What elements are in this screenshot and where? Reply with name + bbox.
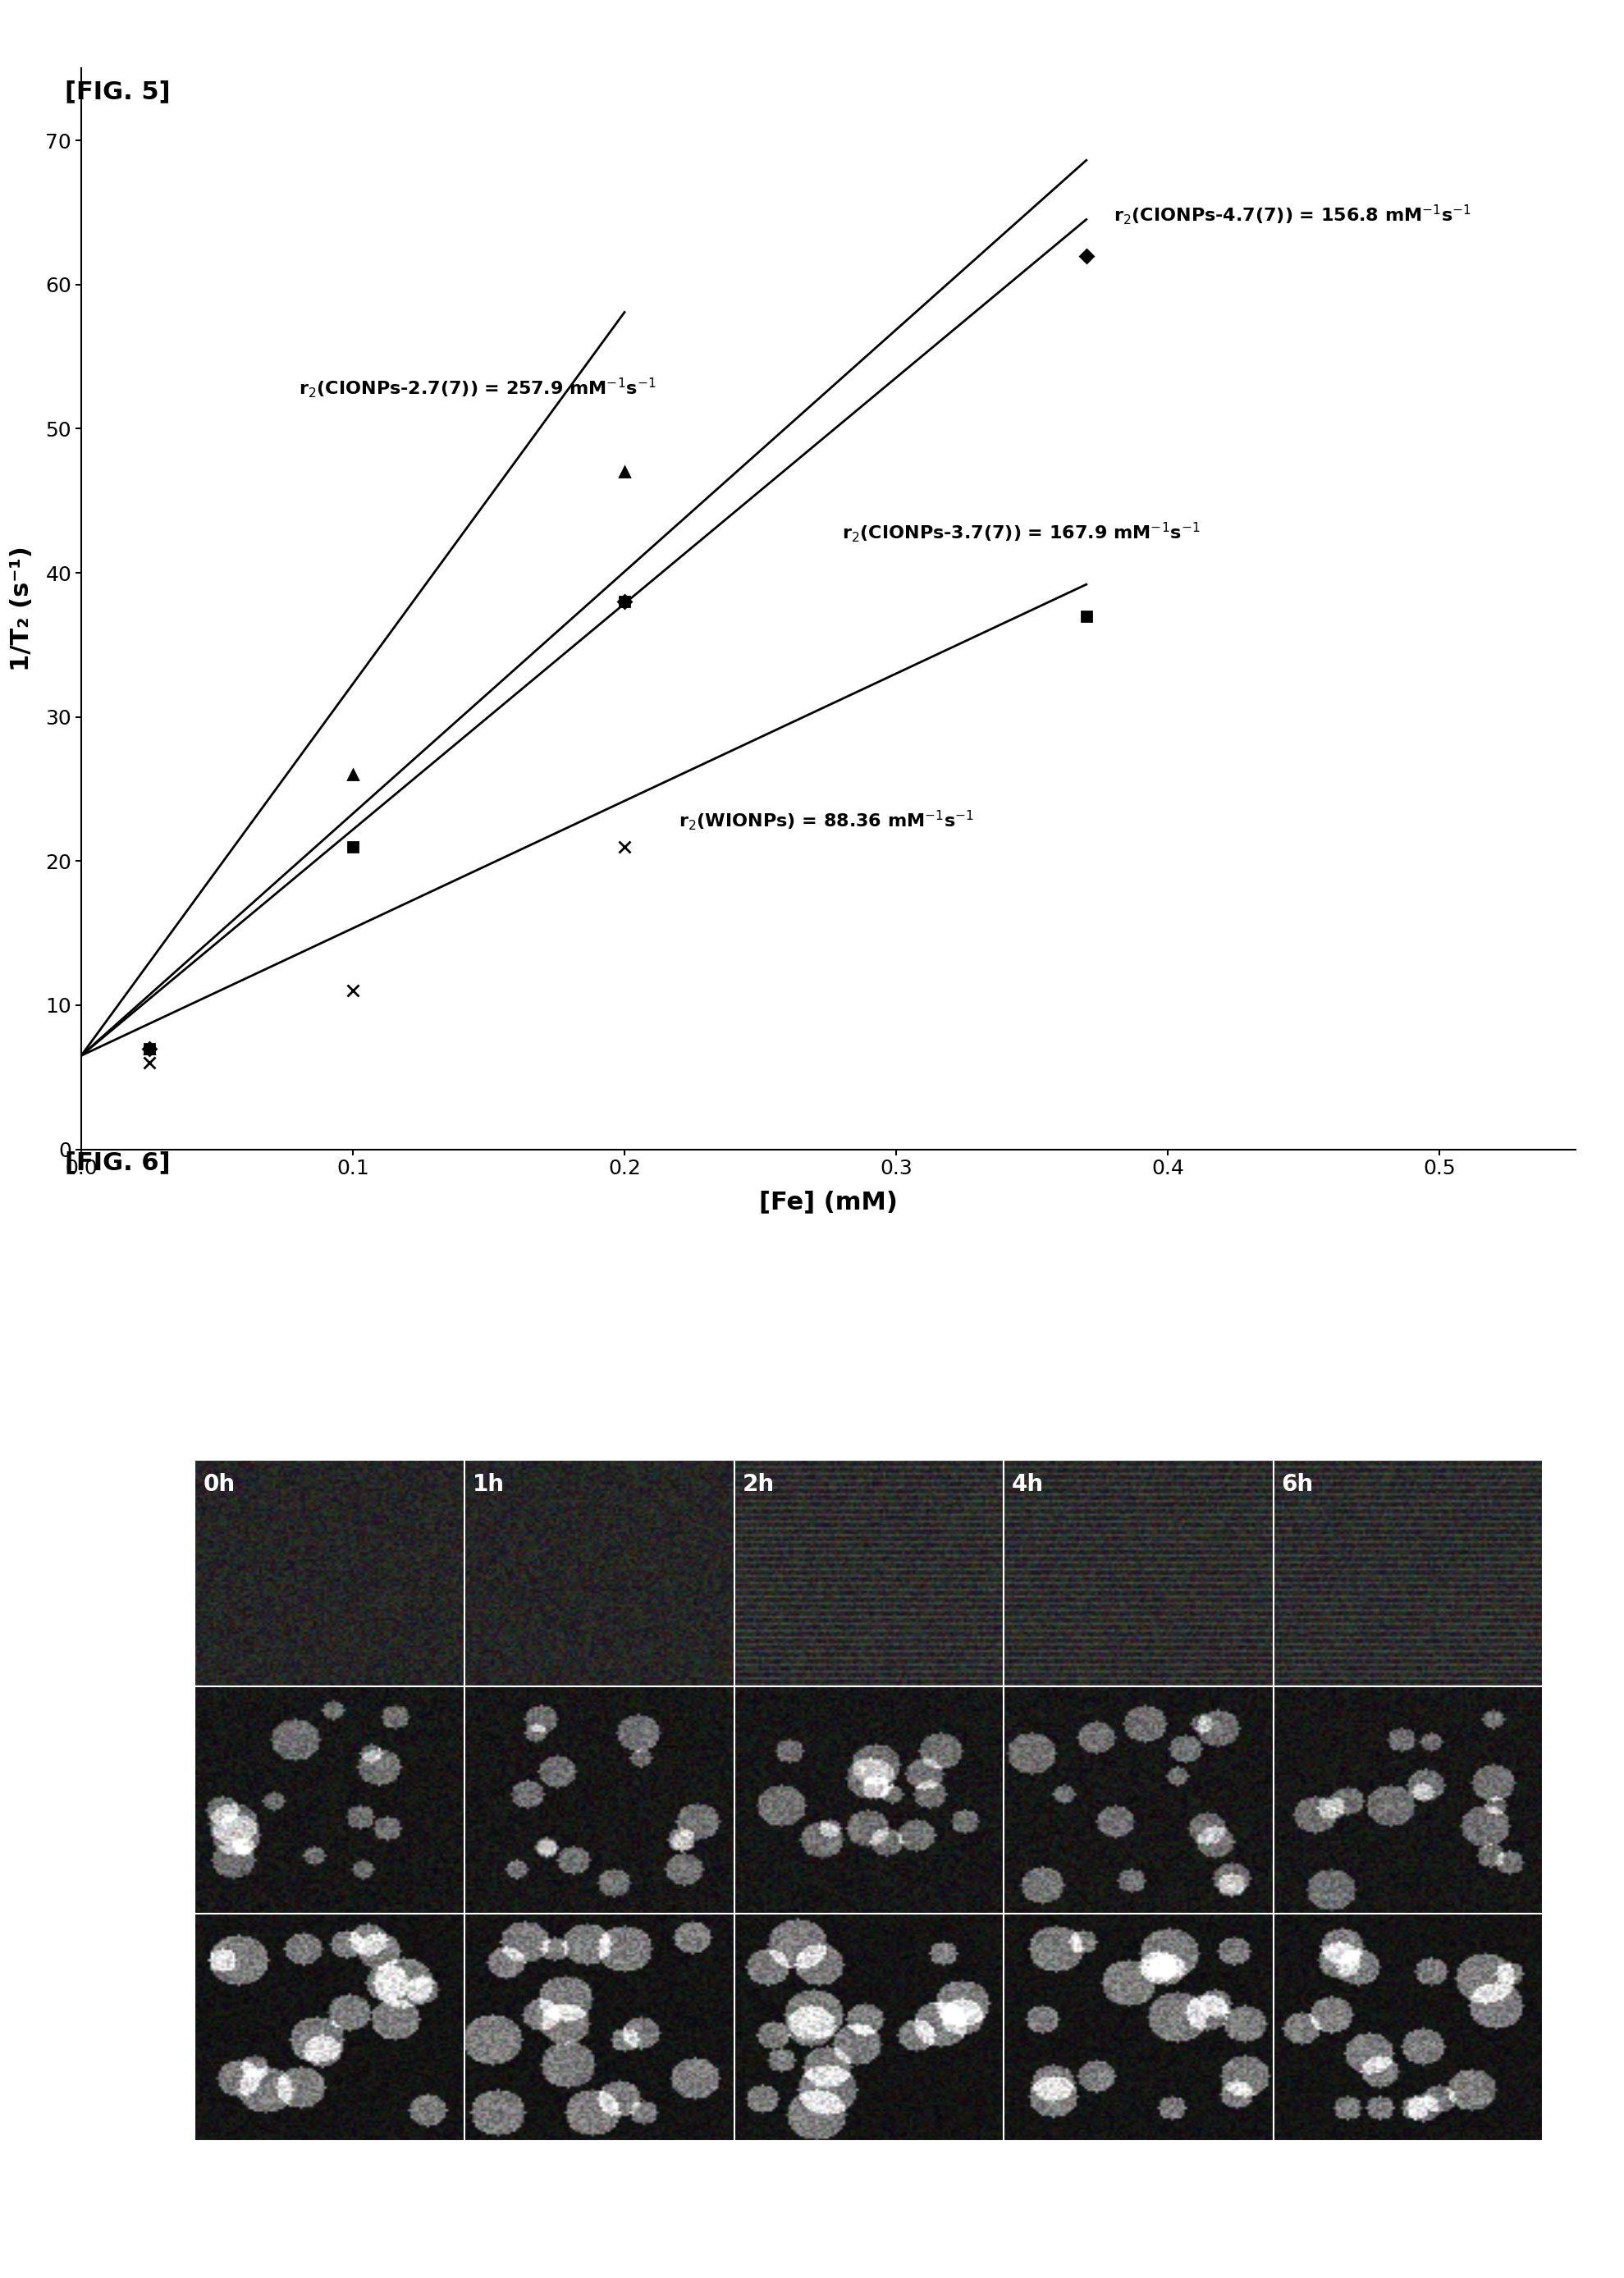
Text: 2h: 2h	[742, 1474, 775, 1497]
Text: 1h: 1h	[473, 1474, 505, 1497]
Text: [FIG. 6]: [FIG. 6]	[65, 1150, 171, 1173]
Text: 6h: 6h	[1281, 1474, 1314, 1497]
Text: r$_2$(CIONPs-3.7(7)) = 167.9 mM$^{-1}$s$^{-1}$: r$_2$(CIONPs-3.7(7)) = 167.9 mM$^{-1}$s$…	[841, 519, 1200, 544]
Text: r$_2$(CIONPs-4.7(7)) = 156.8 mM$^{-1}$s$^{-1}$: r$_2$(CIONPs-4.7(7)) = 156.8 mM$^{-1}$s$…	[1114, 203, 1471, 228]
Text: 4h: 4h	[1012, 1474, 1044, 1497]
X-axis label: [Fe] (mM): [Fe] (mM)	[758, 1189, 898, 1214]
Text: r$_2$(CIONPs-2.7(7)) = 257.9 mM$^{-1}$s$^{-1}$: r$_2$(CIONPs-2.7(7)) = 257.9 mM$^{-1}$s$…	[299, 376, 656, 401]
Text: [FIG. 5]: [FIG. 5]	[65, 80, 171, 103]
Text: 0h: 0h	[203, 1474, 235, 1497]
Text: r$_2$(WIONPs) = 88.36 mM$^{-1}$s$^{-1}$: r$_2$(WIONPs) = 88.36 mM$^{-1}$s$^{-1}$	[679, 809, 974, 831]
Y-axis label: 1/T₂ (s⁻¹): 1/T₂ (s⁻¹)	[10, 547, 34, 672]
